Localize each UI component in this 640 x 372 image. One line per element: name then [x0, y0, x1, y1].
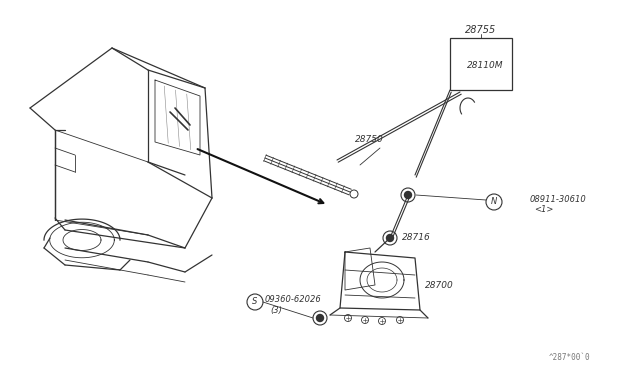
Text: (3): (3)	[270, 305, 282, 314]
Circle shape	[387, 234, 394, 241]
Bar	[450, 38, 512, 90]
Text: 09360-62026: 09360-62026	[265, 295, 322, 305]
Text: 08911-30610: 08911-30610	[530, 196, 587, 205]
Text: 28700: 28700	[425, 280, 454, 289]
Text: S: S	[252, 298, 258, 307]
Text: 28750: 28750	[355, 135, 384, 144]
Circle shape	[317, 314, 323, 321]
Text: 28755: 28755	[465, 25, 497, 35]
Text: 28716: 28716	[402, 234, 431, 243]
Text: N: N	[491, 198, 497, 206]
Text: 28110M: 28110M	[467, 61, 503, 71]
Text: ^287*00`0: ^287*00`0	[548, 353, 590, 362]
Text: <1>: <1>	[534, 205, 554, 215]
Circle shape	[404, 192, 412, 199]
